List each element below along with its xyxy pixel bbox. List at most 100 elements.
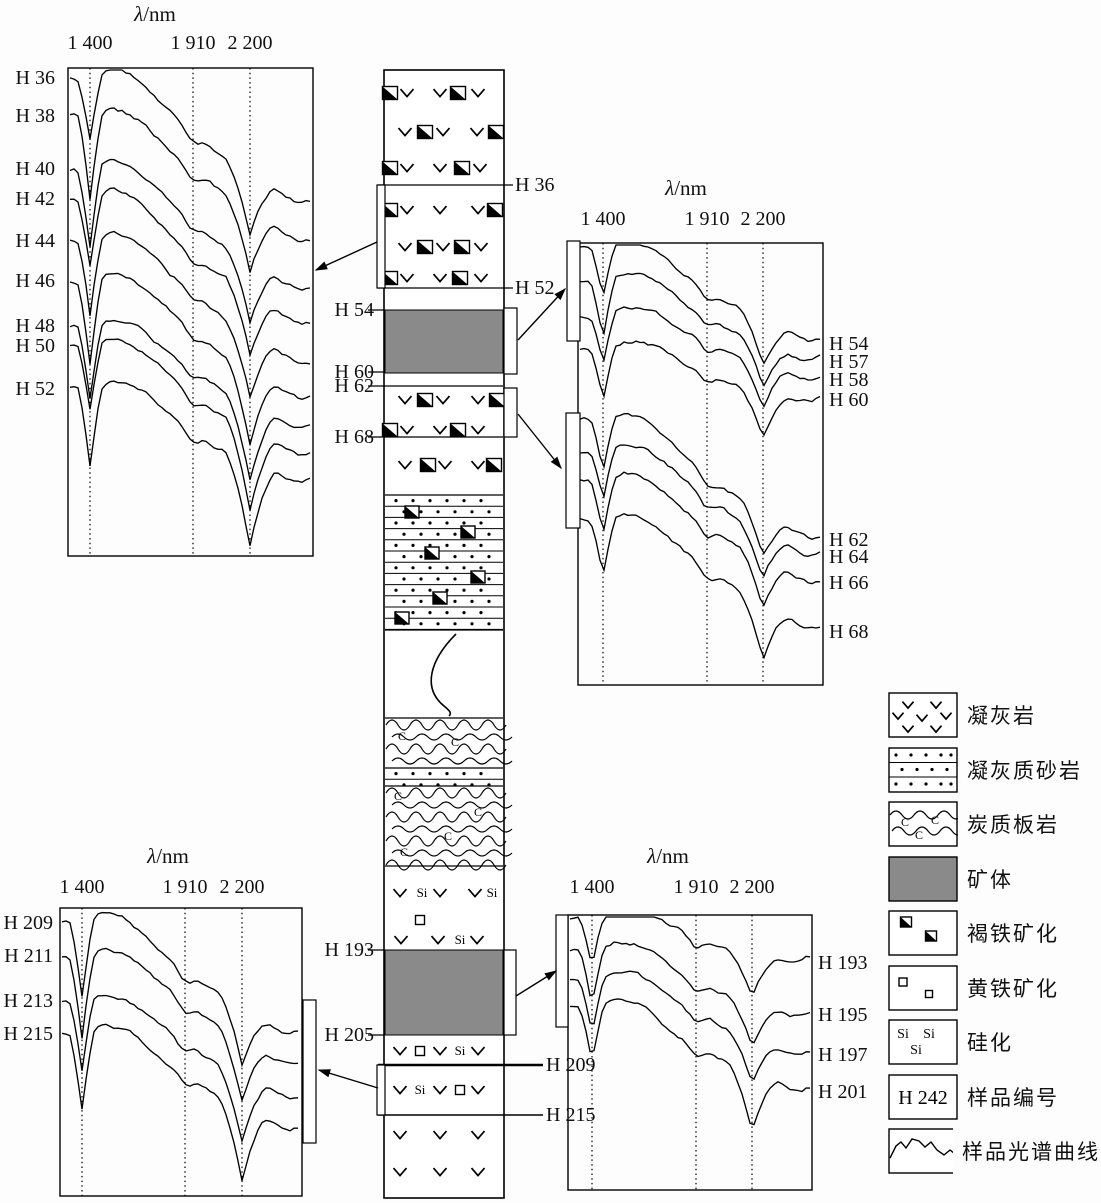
spectral-curve bbox=[69, 380, 311, 546]
sandstone-dot bbox=[402, 599, 406, 604]
column-depth-label: H 52 bbox=[515, 277, 555, 299]
link-arrow bbox=[517, 413, 562, 470]
column-depth-label: H 60 bbox=[334, 361, 374, 383]
sandstone-dot bbox=[470, 510, 474, 514]
sandstone-dot bbox=[453, 577, 457, 581]
sample-label: H 46 bbox=[15, 270, 55, 292]
limonite-symbol-fill bbox=[900, 917, 912, 927]
sandstone-dot bbox=[394, 543, 398, 548]
tuff-v-symbol bbox=[435, 242, 451, 252]
spectral-curve bbox=[569, 970, 811, 1081]
sample-label: H 38 bbox=[15, 105, 55, 127]
sandstone-dot bbox=[487, 510, 491, 514]
limonite-symbol-fill bbox=[395, 612, 409, 624]
pyrite-symbol bbox=[898, 976, 908, 987]
sandstone-dot bbox=[479, 588, 483, 592]
carbon-symbol: C bbox=[394, 789, 402, 803]
limonite-symbol-fill bbox=[417, 125, 433, 139]
tuff-v-symbol bbox=[435, 395, 451, 405]
tuff-v-symbol bbox=[397, 395, 413, 405]
tuff-v-symbol bbox=[432, 425, 448, 435]
tuff-v-symbol bbox=[929, 725, 943, 734]
sample-label: H 66 bbox=[829, 572, 869, 594]
limonite-symbol-fill bbox=[382, 423, 398, 437]
pyrite-symbol bbox=[454, 1084, 466, 1096]
carbon-symbol: C bbox=[451, 735, 459, 749]
limonite-symbol-fill bbox=[461, 526, 475, 538]
limonite-symbol-fill bbox=[488, 125, 504, 139]
sample-label: H 195 bbox=[818, 1004, 868, 1026]
legend-item-label: 凝灰质砂岩 bbox=[967, 758, 1082, 783]
legend-item: 黄铁矿化 bbox=[888, 964, 1100, 1011]
legend-item-label: 硅化 bbox=[967, 1031, 1013, 1055]
spectral-curve-example bbox=[889, 1138, 953, 1159]
legend-frame bbox=[888, 1019, 958, 1065]
axis-title-lambda: λ bbox=[147, 844, 157, 868]
sandstone-dot bbox=[436, 577, 440, 581]
sandstone-dot bbox=[470, 555, 474, 559]
sandstone-dot bbox=[419, 532, 423, 536]
sandstone-dot bbox=[487, 622, 491, 626]
plot-frame bbox=[59, 907, 303, 1197]
limonite-symbol-fill bbox=[452, 271, 468, 285]
sandstone-dot bbox=[411, 499, 415, 503]
tuff-v-symbol bbox=[392, 1130, 408, 1140]
limonite-symbol-fill bbox=[433, 592, 447, 604]
plot-frame bbox=[577, 242, 824, 686]
tuff-v-symbol bbox=[397, 242, 413, 252]
tuff-v-symbol bbox=[901, 725, 915, 734]
legend-item-label: 凝灰岩 bbox=[967, 704, 1036, 728]
pyrite-symbol bbox=[414, 1045, 426, 1057]
tuff-v-symbol bbox=[392, 1085, 408, 1095]
spectral-curve bbox=[579, 471, 821, 607]
limonite-symbol-fill bbox=[925, 931, 937, 941]
axis-title: λ/nm bbox=[100, 2, 210, 27]
sandstone-dot bbox=[394, 566, 398, 570]
sample-label: H 36 bbox=[15, 67, 55, 89]
spectral-curve bbox=[579, 412, 821, 555]
interval-bracket bbox=[566, 240, 581, 342]
interval-bracket bbox=[565, 412, 581, 529]
sample-label: H 52 bbox=[15, 378, 55, 400]
sandstone-dot bbox=[479, 566, 483, 570]
sample-label: H 40 bbox=[15, 158, 55, 180]
slate-wave bbox=[385, 859, 507, 871]
legend-frame bbox=[888, 964, 958, 1011]
legend-pattern-carbonaceous-slate: C CC bbox=[888, 801, 958, 847]
spectral-curve bbox=[69, 107, 311, 273]
tuff-v-symbol bbox=[437, 460, 453, 470]
legend-frame bbox=[888, 801, 958, 847]
axis-tick-label: 1 400 bbox=[67, 32, 113, 54]
sandstone-dot bbox=[428, 611, 432, 615]
tuff-v-symbol bbox=[397, 460, 413, 470]
slate-wave bbox=[385, 787, 507, 799]
tuff-v-symbol bbox=[470, 205, 486, 215]
column-depth-label: H 193 bbox=[324, 939, 374, 961]
sample-label: H 64 bbox=[829, 546, 869, 568]
axis-tick-label: 1 400 bbox=[580, 208, 626, 230]
sandstone-dot bbox=[411, 588, 415, 592]
limonite-symbol-fill bbox=[382, 161, 398, 175]
carbon-symbol: C bbox=[915, 828, 923, 842]
limonite-symbol-fill bbox=[487, 203, 503, 217]
sandstone-dot bbox=[479, 499, 483, 503]
legend-pattern-tuff bbox=[888, 692, 958, 738]
sandstone-dot bbox=[462, 611, 466, 615]
spectral-curve bbox=[579, 444, 821, 578]
legend-pattern-tuffaceous-sandstone bbox=[888, 746, 958, 793]
sandstone-dot bbox=[462, 772, 466, 776]
sandstone-dot bbox=[411, 772, 415, 776]
legend-item: 凝灰质砂岩 bbox=[888, 746, 1100, 793]
axis-tick-label: 1 400 bbox=[59, 876, 105, 898]
legend-pattern-limonitization bbox=[888, 910, 958, 956]
tuff-v-symbol bbox=[399, 88, 415, 98]
column-depth-label: H 215 bbox=[546, 1104, 596, 1126]
sandstone-dot bbox=[487, 577, 491, 581]
spectral-curve bbox=[69, 158, 311, 326]
tuff-v-symbol bbox=[929, 701, 943, 710]
sample-label: H 54 bbox=[829, 333, 869, 355]
limonite-symbol-fill bbox=[489, 393, 505, 407]
legend-item: 矿体 bbox=[888, 855, 1100, 902]
sample-label: H 60 bbox=[829, 389, 869, 411]
